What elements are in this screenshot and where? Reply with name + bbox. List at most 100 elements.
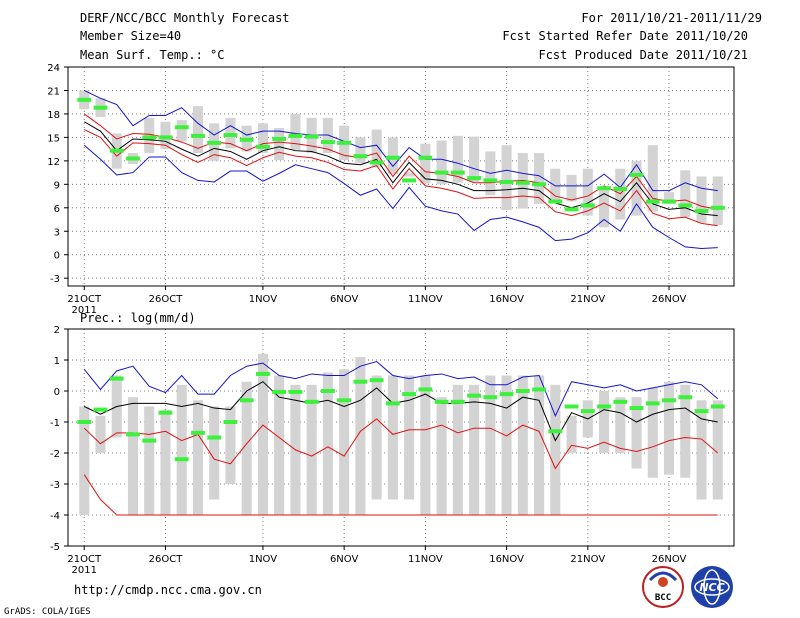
ensemble-box xyxy=(176,120,187,142)
ensemble-box xyxy=(387,375,398,500)
x-tick-label: 26OCT xyxy=(149,554,184,565)
ensemble-box xyxy=(712,176,723,225)
median-mark xyxy=(515,180,530,185)
median-mark xyxy=(320,389,335,393)
ensemble-box xyxy=(680,170,691,218)
median-mark xyxy=(256,371,270,376)
ensemble-box xyxy=(550,384,561,515)
median-mark xyxy=(564,404,579,409)
median-mark xyxy=(256,144,270,149)
ensemble-box xyxy=(420,375,431,515)
x-tick-label: 21OCT xyxy=(67,294,102,305)
median-mark xyxy=(662,199,676,204)
ensemble-box xyxy=(485,375,496,515)
y-tick-label: -5 xyxy=(50,542,60,553)
ensemble-box xyxy=(79,406,90,515)
ensemble-box xyxy=(696,400,707,500)
x-tick-label: 16NOV xyxy=(489,554,524,565)
median-mark xyxy=(320,140,335,145)
median-mark xyxy=(337,140,352,145)
upper-band-line xyxy=(83,113,718,210)
ensemble-box xyxy=(144,406,155,515)
ensemble-box xyxy=(501,375,512,515)
x-tick-label: 21OCT xyxy=(67,554,102,565)
ensemble-box xyxy=(631,397,642,469)
ensemble-box xyxy=(534,375,545,515)
median-mark xyxy=(109,148,124,153)
median-mark xyxy=(483,178,498,183)
precip-panel-title: Prec.: log(mm/d) xyxy=(80,311,196,325)
ensemble-box xyxy=(209,406,220,500)
median-mark xyxy=(597,404,611,409)
ensemble-box xyxy=(452,384,463,515)
median-mark xyxy=(499,179,514,184)
median-mark xyxy=(564,207,579,212)
ensemble-box xyxy=(257,123,268,154)
source-url[interactable]: http://cmdp.ncc.cma.gov.cn xyxy=(74,583,262,597)
median-mark xyxy=(158,135,173,140)
median-mark xyxy=(272,389,287,394)
ensemble-min-line xyxy=(83,144,718,249)
ensemble-box xyxy=(306,384,317,515)
ensemble-box xyxy=(517,375,528,515)
median-mark xyxy=(418,387,433,392)
median-mark xyxy=(304,399,319,404)
ensemble-mean-line xyxy=(84,381,718,442)
median-mark xyxy=(450,399,465,404)
ensemble-box xyxy=(712,400,723,500)
ensemble-box xyxy=(274,128,285,161)
median-mark xyxy=(613,399,628,404)
bcc-logo: BCC xyxy=(642,566,684,608)
median-mark xyxy=(434,170,449,175)
y-tick-label: 3 xyxy=(54,227,60,238)
y-tick-label: 0 xyxy=(54,387,60,398)
median-mark xyxy=(580,203,595,208)
y-tick-label: -4 xyxy=(50,511,60,522)
median-mark xyxy=(418,155,433,160)
median-mark xyxy=(174,457,189,462)
ensemble-box xyxy=(469,384,480,515)
ensemble-box xyxy=(257,353,268,515)
median-mark xyxy=(532,387,546,392)
ensemble-box xyxy=(452,135,463,183)
median-mark xyxy=(499,392,514,397)
y-tick-label: 9 xyxy=(54,180,60,191)
variable-label: Mean Surf. Temp.: °C xyxy=(80,48,225,62)
x-tick-label: 6NOV xyxy=(330,294,359,305)
ensemble-box xyxy=(355,356,366,515)
ensemble-box xyxy=(663,192,675,204)
median-mark xyxy=(629,406,644,411)
ensemble-box xyxy=(322,372,333,515)
y-tick-label: 12 xyxy=(47,157,60,168)
ensemble-min-line xyxy=(83,474,718,516)
median-mark xyxy=(385,401,400,406)
x-tick-label: 26OCT xyxy=(149,294,184,305)
median-mark xyxy=(402,178,417,183)
median-mark xyxy=(77,97,92,102)
y-tick-label: -3 xyxy=(50,274,60,285)
x-tick-label: 21NOV xyxy=(570,554,605,565)
median-mark xyxy=(304,134,319,139)
median-mark xyxy=(467,176,482,181)
median-mark xyxy=(142,135,157,140)
x-tick-label: 1NOV xyxy=(249,294,278,305)
median-mark xyxy=(126,432,140,437)
x-tick-label: 1NOV xyxy=(249,554,278,565)
ensemble-box xyxy=(469,136,480,182)
ensemble-box xyxy=(680,384,691,478)
median-mark xyxy=(467,393,482,398)
median-mark xyxy=(337,398,352,403)
y-tick-label: 2 xyxy=(54,325,60,336)
ensemble-box xyxy=(501,145,512,211)
median-mark xyxy=(629,172,644,177)
median-mark xyxy=(369,160,384,165)
median-mark xyxy=(710,205,725,210)
median-mark xyxy=(694,409,709,414)
ensemble-box xyxy=(696,176,707,223)
median-mark xyxy=(353,379,368,384)
median-mark xyxy=(77,420,92,424)
median-mark xyxy=(174,125,189,130)
median-mark xyxy=(483,395,498,400)
median-mark xyxy=(434,399,449,404)
